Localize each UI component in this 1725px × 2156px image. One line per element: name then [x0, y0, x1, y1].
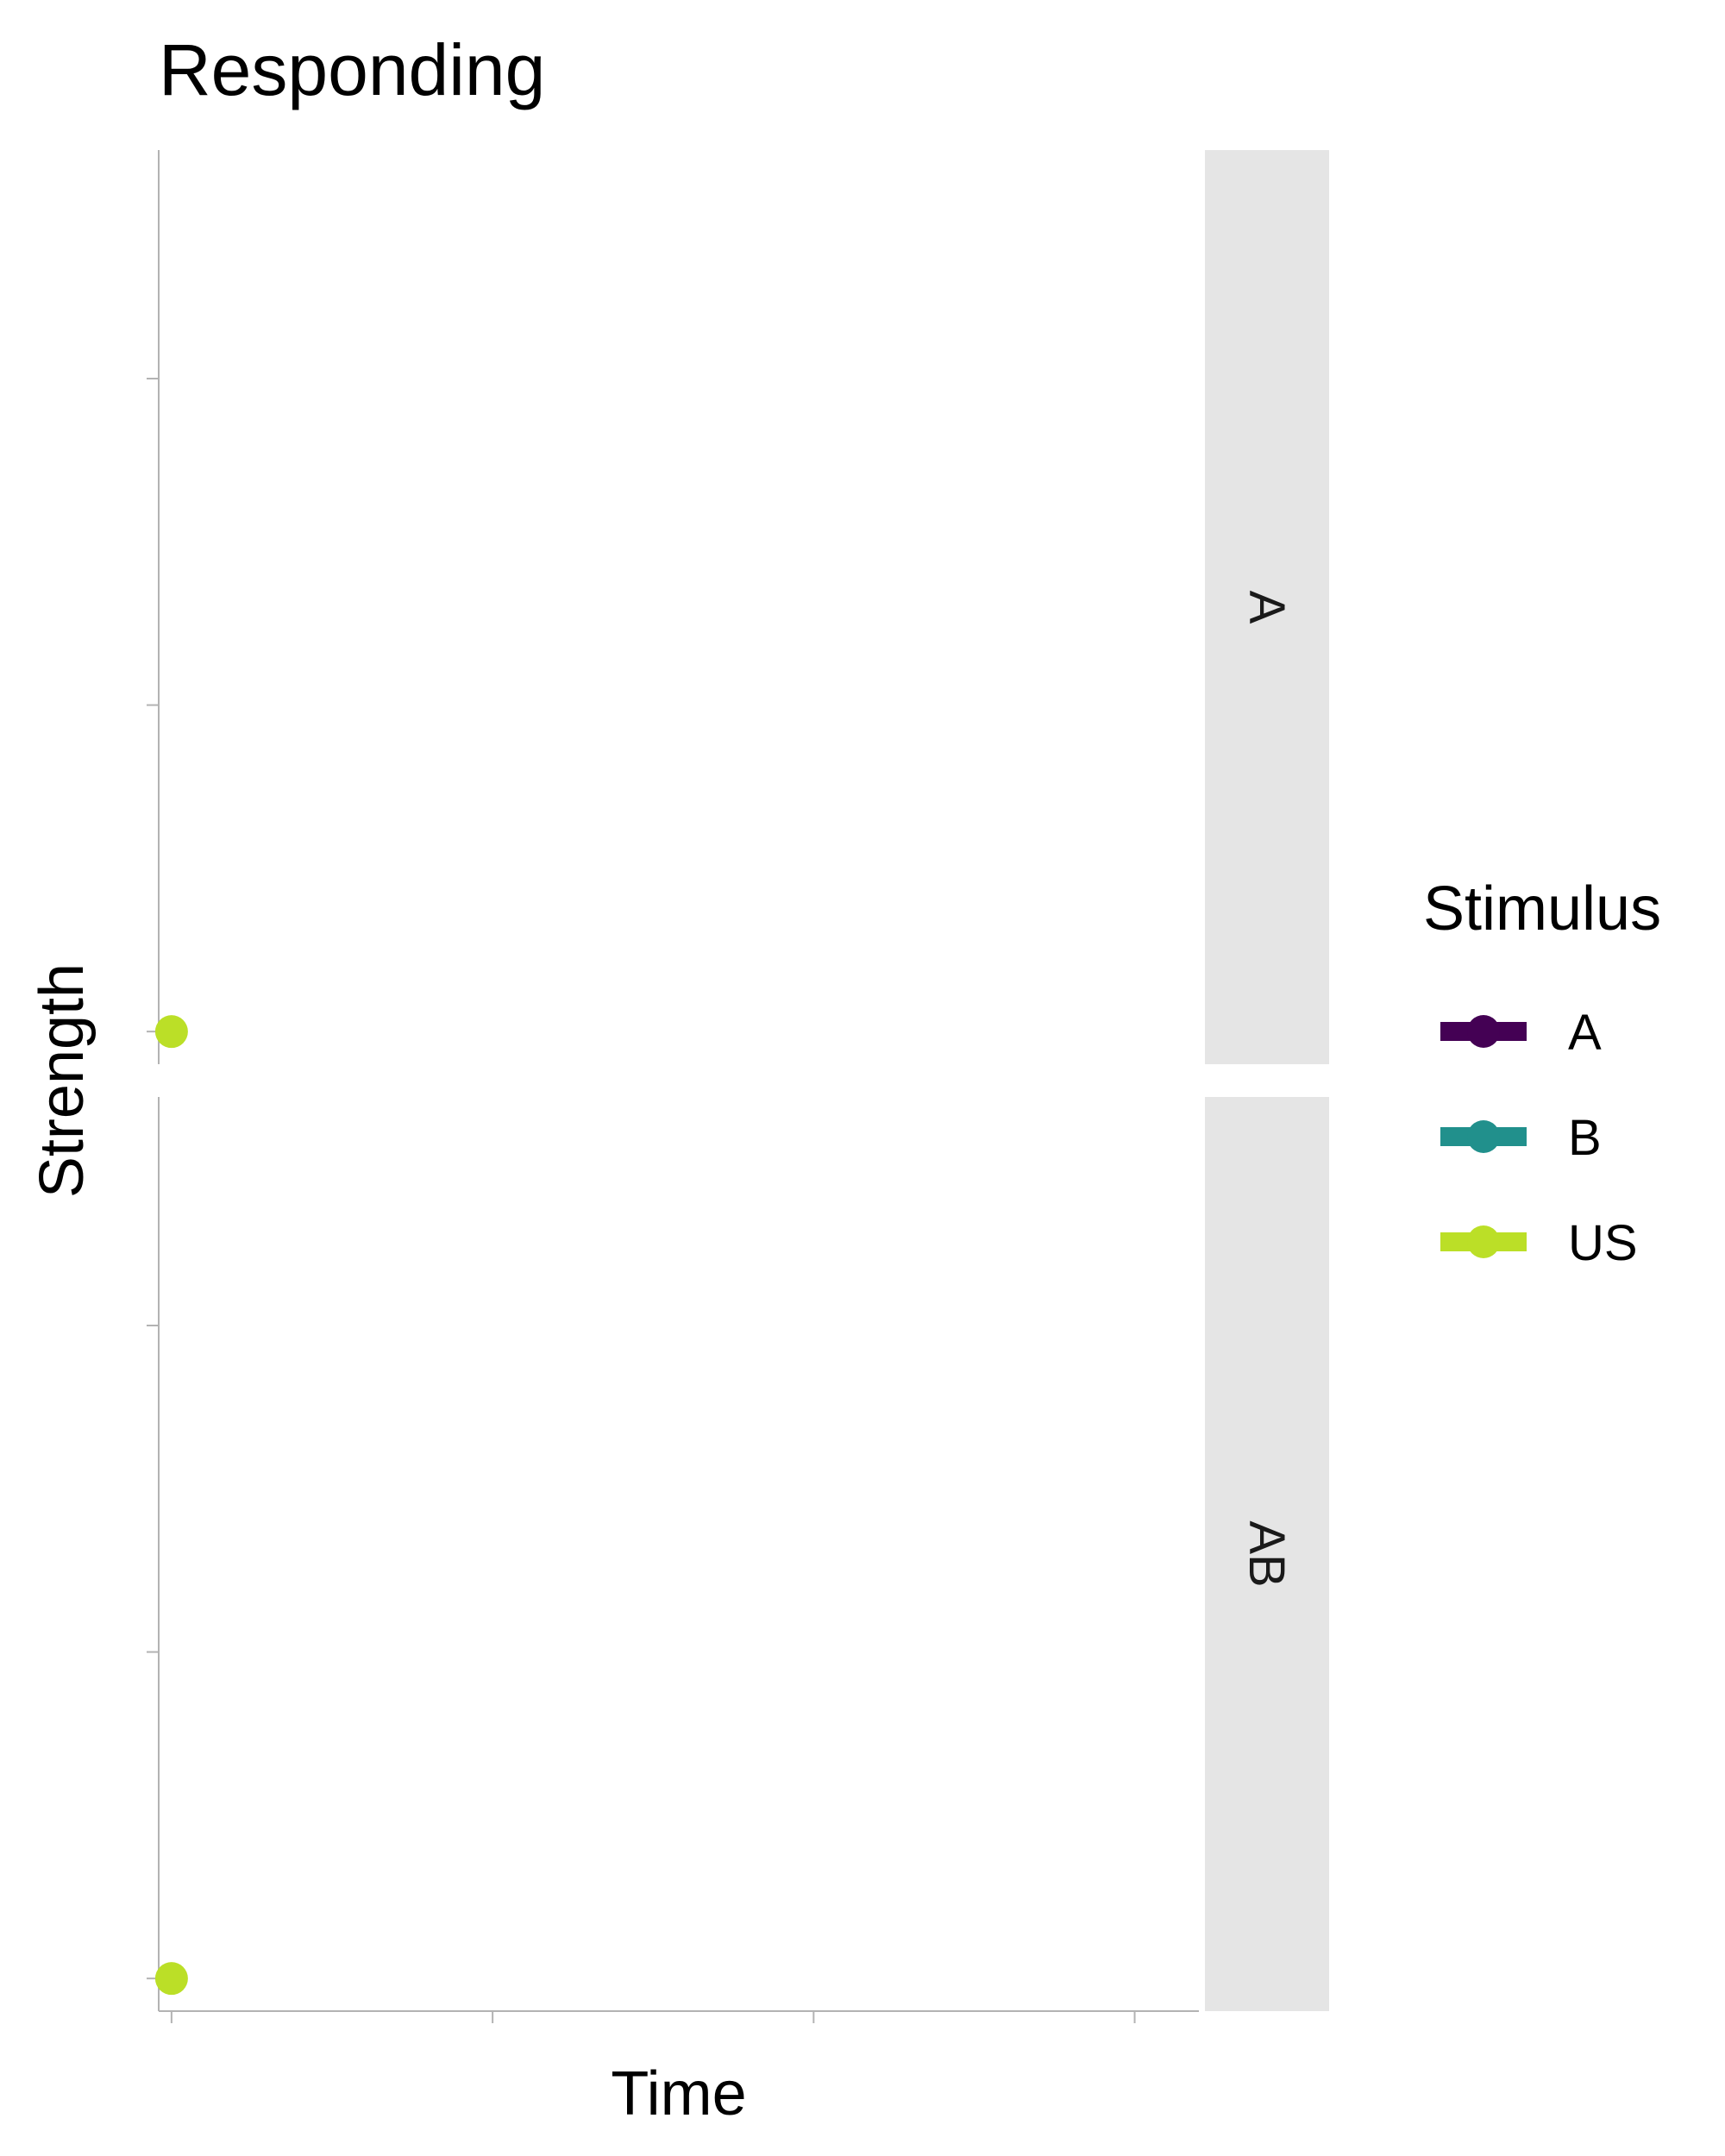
- data-point-us: [154, 1015, 188, 1049]
- panel-a-strip: [1205, 150, 1329, 1064]
- legend-entries: AB US: [1440, 1005, 1638, 1271]
- data-point-us: [154, 1962, 188, 1996]
- panel-ab: AB: [147, 1097, 1329, 2023]
- panel-a-points: [154, 1015, 188, 1049]
- legend-key-point-us: [1467, 1225, 1500, 1258]
- chart-title: Responding: [159, 29, 545, 110]
- panel-a-strip-label: A: [1239, 591, 1295, 624]
- panel-ab-y-ticks: [147, 1325, 159, 1980]
- legend: Stimulus AB US: [1423, 874, 1661, 1271]
- x-axis-title: Time: [611, 2059, 746, 2128]
- legend-key-point-a: [1467, 1015, 1500, 1048]
- panel-a: A: [147, 150, 1329, 1064]
- x-ticks: [170, 2011, 1136, 2023]
- legend-label-b: B: [1568, 1110, 1602, 1166]
- panel-ab-background: [159, 1097, 1199, 2011]
- panel-ab-points: [154, 1962, 188, 1996]
- legend-label-a: A: [1568, 1005, 1602, 1061]
- panel-ab-strip-label: AB: [1239, 1520, 1295, 1587]
- legend-title: Stimulus: [1423, 874, 1661, 943]
- legend-label-us: US: [1568, 1215, 1638, 1271]
- panel-a-y-ticks: [147, 378, 159, 1033]
- legend-key-point-b: [1467, 1120, 1500, 1153]
- panel-ab-strip: [1205, 1097, 1329, 2011]
- y-axis-title: Strength: [28, 963, 97, 1198]
- panel-a-background: [159, 150, 1199, 1064]
